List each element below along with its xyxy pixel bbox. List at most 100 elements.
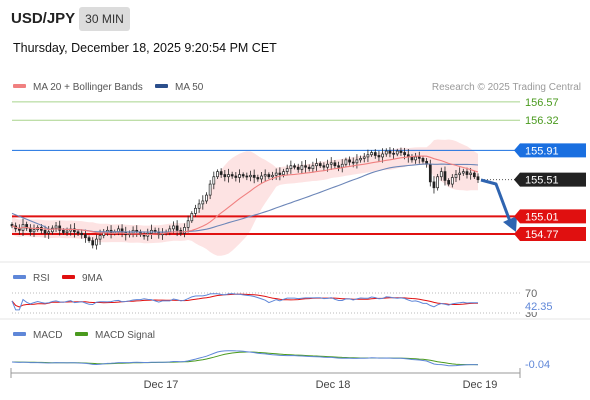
candle-body [348, 159, 351, 163]
candle-body [370, 152, 373, 156]
candle-body [43, 229, 47, 234]
candle-body [359, 158, 362, 161]
price-level-box-3 [514, 172, 586, 187]
price-level-label-0: 156.57 [525, 97, 559, 109]
price-level-box-5 [514, 226, 586, 241]
candle-body [238, 174, 241, 178]
candle-body [307, 166, 311, 170]
candle-body [384, 150, 388, 155]
price-level-label-5: 154.77 [525, 229, 559, 241]
candle-body [216, 171, 219, 178]
candle-body [285, 168, 289, 172]
ma20-line [11, 155, 479, 235]
rsi-value-label: 42.35 [525, 301, 553, 313]
candle-body [403, 152, 406, 156]
macd-legend-swatch [13, 332, 26, 336]
candle-body [326, 163, 329, 168]
candle-body [205, 194, 208, 202]
rsi-ma-legend-label: 9MA [82, 273, 103, 284]
candle-body [212, 176, 216, 185]
rsi-level-70-label: 70 [525, 288, 537, 300]
candle-body [62, 229, 65, 233]
candle-body [318, 163, 322, 167]
candle-body [256, 177, 260, 180]
candle-body [32, 229, 36, 233]
candle-body [436, 176, 439, 189]
candle-body [54, 225, 58, 229]
price-level-box-2 [514, 143, 586, 158]
candle-body [84, 234, 87, 239]
ma20-legend-label: MA 20 + Bollinger Bands [33, 82, 143, 93]
x-tick-label-dec19: Dec 19 [463, 379, 498, 391]
candle-body [300, 165, 304, 170]
ma50-legend-swatch [155, 84, 168, 88]
candle-body [58, 225, 62, 231]
candle-body [98, 235, 102, 240]
candle-body [73, 228, 76, 233]
candle-body [311, 165, 315, 170]
candle-body [476, 176, 480, 181]
candle-body [465, 171, 469, 175]
candle-body [267, 174, 271, 178]
candle-body [91, 240, 95, 246]
macd-signal-legend-label: MACD Signal [95, 330, 155, 341]
candle-body [392, 152, 395, 155]
candle-body [168, 228, 172, 233]
candle-body [120, 228, 124, 233]
candle-body [428, 163, 432, 183]
candle-body [443, 171, 447, 181]
rsi-legend-swatch [13, 275, 26, 279]
candle-body [80, 232, 84, 236]
candle-body [472, 172, 476, 178]
candle-body [289, 165, 293, 170]
price-levels [12, 101, 520, 235]
symbol-title: USD/JPY [11, 10, 76, 27]
macd-signal-legend-swatch [75, 332, 88, 336]
candle-body [414, 156, 417, 161]
candle-body [186, 220, 190, 228]
candle-body [65, 230, 69, 233]
candle-body [373, 152, 377, 156]
moving-averages [11, 155, 479, 235]
candle-body [461, 171, 465, 174]
price-level-label-2: 155.91 [525, 145, 559, 157]
candle-body [260, 175, 263, 180]
candle-body [333, 162, 337, 167]
candle-body [95, 238, 98, 246]
candle-body [447, 180, 451, 185]
candle-body [263, 174, 267, 177]
candle-body [399, 150, 403, 153]
candle-body [252, 174, 256, 178]
candle-body [51, 227, 54, 233]
price-level-box-4 [514, 209, 586, 224]
candle-body [377, 155, 381, 158]
candle-body [223, 174, 227, 178]
timeframe-selector[interactable]: 30 MIN [79, 7, 130, 31]
candle-body [304, 165, 307, 168]
candle-body [296, 166, 300, 170]
candle-body [351, 161, 355, 164]
rsi-ma-line [11, 293, 479, 308]
candle-body [362, 156, 366, 159]
candle-body [201, 200, 205, 205]
candle-body [230, 174, 234, 177]
candle-body [340, 163, 344, 168]
price-axis-labels: 156.57 156.32 155.91 155.51 155.01 154.77 [514, 97, 586, 241]
chart-header: USD/JPY 30 MIN Thursday, December 18, 20… [0, 0, 590, 64]
candle-body [183, 227, 186, 234]
ma20-legend-swatch [13, 84, 26, 88]
candle-body [293, 165, 296, 168]
candle-body [410, 156, 414, 161]
candle-body [197, 203, 201, 209]
candle-body [25, 224, 29, 229]
candle-body [337, 165, 340, 168]
candle-body [439, 171, 443, 178]
price-level-label-4: 155.01 [525, 211, 559, 223]
candle-body [208, 183, 212, 196]
bollinger-band [12, 139, 478, 256]
candle-body [417, 156, 421, 159]
candle-body [329, 162, 333, 165]
candle-body [381, 153, 384, 158]
candle-body [241, 174, 245, 177]
candle-body [278, 172, 282, 175]
